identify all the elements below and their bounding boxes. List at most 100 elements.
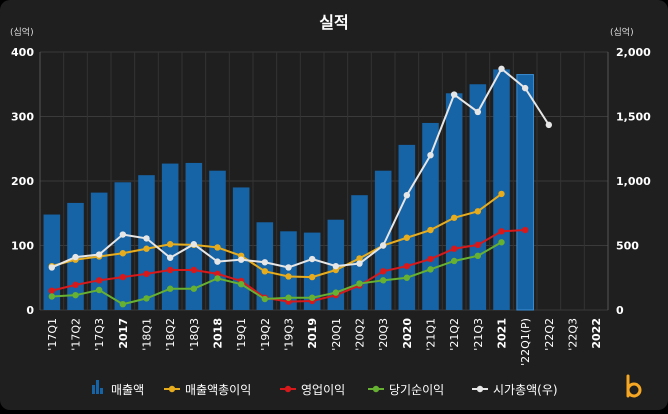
x-tick-label: '22Q1(P) <box>519 318 532 366</box>
point-시가총액(우) <box>379 242 387 249</box>
point-매출액총이익 <box>498 190 505 198</box>
point-매출액총이익 <box>403 234 411 241</box>
point-당기순이익 <box>427 266 434 273</box>
bar-매출액 <box>185 162 203 310</box>
point-매출액총이익 <box>450 214 458 221</box>
bar-매출액 <box>398 144 416 310</box>
point-시가총액(우) <box>356 260 363 267</box>
x-tick-label: 2019 <box>306 318 319 349</box>
right-tick-label: 1,500 <box>616 111 651 124</box>
legend-label: 시가총액(우) <box>493 383 558 397</box>
point-당기순이익 <box>95 286 103 294</box>
bar-매출액 <box>422 122 439 310</box>
point-영업이익 <box>403 262 411 270</box>
x-tick-label: 2020 <box>401 318 414 349</box>
point-매출액총이익 <box>285 273 292 280</box>
point-매출액총이익 <box>214 244 221 251</box>
point-영업이익 <box>143 270 150 278</box>
point-영업이익 <box>379 268 387 275</box>
bar-매출액 <box>114 182 132 310</box>
x-tick-label: '21Q1 <box>425 318 438 351</box>
point-당기순이익 <box>190 285 198 292</box>
legend-label: 영업이익 <box>301 383 345 397</box>
point-시가총액(우) <box>72 253 79 261</box>
chart-title: 실적 <box>319 13 348 32</box>
left-tick-label: 200 <box>11 175 34 188</box>
right-tick-label: 500 <box>616 240 639 253</box>
bar-매출액 <box>232 187 250 310</box>
point-영업이익 <box>450 245 458 252</box>
bar-매출액 <box>256 222 274 310</box>
bar-매출액 <box>161 163 179 310</box>
point-시가총액(우) <box>214 258 221 265</box>
left-tick-label: 100 <box>11 240 34 253</box>
point-당기순이익 <box>285 294 292 301</box>
point-매출액총이익 <box>308 273 316 281</box>
x-tick-label: '20Q1 <box>330 318 343 351</box>
point-영업이익 <box>119 273 127 281</box>
point-당기순이익 <box>214 275 221 282</box>
point-영업이익 <box>474 241 482 249</box>
x-tick-label: '21Q3 <box>472 318 485 351</box>
legend-label: 매출액 <box>111 383 144 397</box>
x-tick-label: '17Q2 <box>70 318 83 351</box>
point-당기순이익 <box>237 281 245 288</box>
point-당기순이익 <box>48 293 56 300</box>
point-영업이익 <box>498 228 505 235</box>
bar-매출액 <box>493 69 510 310</box>
point-시가총액(우) <box>450 91 458 98</box>
point-시가총액(우) <box>285 264 292 271</box>
left-tick-label: 400 <box>11 46 34 59</box>
x-tick-label: '22Q2 <box>543 318 556 351</box>
bar-매출액 <box>138 175 155 310</box>
x-tick-label: 2018 <box>212 318 225 349</box>
legend-swatch-dot <box>168 385 176 393</box>
x-tick-label: '20Q2 <box>354 318 367 351</box>
point-시가총액(우) <box>545 121 553 129</box>
point-시가총액(우) <box>498 65 505 72</box>
point-시가총액(우) <box>143 235 150 242</box>
legend-label: 당기순이익 <box>389 383 444 397</box>
left-tick-label: 300 <box>11 111 34 124</box>
point-당기순이익 <box>308 294 316 301</box>
bar-매출액 <box>516 74 534 311</box>
legend-swatch-dot <box>284 385 292 393</box>
x-tick-label: '19Q1 <box>235 318 248 351</box>
point-시가총액(우) <box>119 231 127 238</box>
x-tick-label: '18Q1 <box>141 318 154 351</box>
point-시가총액(우) <box>48 264 56 271</box>
point-시가총액(우) <box>403 191 411 199</box>
legend-swatch-dot <box>476 385 484 393</box>
bar-매출액 <box>303 232 321 310</box>
left-axis-unit: (십억) <box>10 26 34 38</box>
legend-swatch-dot <box>372 385 380 393</box>
right-tick-label: 2,000 <box>616 46 651 59</box>
point-시가총액(우) <box>474 108 482 116</box>
legend-swatch-bar <box>92 385 95 394</box>
point-시가총액(우) <box>332 262 340 270</box>
point-영업이익 <box>72 281 79 289</box>
bar-매출액 <box>445 93 463 310</box>
point-영업이익 <box>190 266 198 274</box>
line-시가총액(우) <box>51 67 550 269</box>
right-tick-label: 0 <box>616 304 624 317</box>
x-tick-label: '19Q3 <box>283 318 296 351</box>
x-tick-label: '22Q3 <box>567 318 580 351</box>
point-당기순이익 <box>356 280 363 287</box>
b-logo-icon <box>626 374 642 398</box>
legend-label: 매출액총이익 <box>185 383 251 397</box>
bar-매출액 <box>351 195 368 310</box>
x-tick-label: 2022 <box>590 318 603 349</box>
bar-매출액 <box>43 214 61 310</box>
point-매출액총이익 <box>119 250 127 257</box>
bar-매출액 <box>469 84 487 310</box>
bar-매출액 <box>209 170 226 310</box>
line-당기순이익 <box>51 241 502 306</box>
point-시가총액(우) <box>237 256 245 263</box>
line-매출액총이익 <box>51 193 503 279</box>
point-당기순이익 <box>143 295 150 302</box>
point-당기순이익 <box>498 239 505 246</box>
point-영업이익 <box>214 270 221 278</box>
point-당기순이익 <box>332 289 340 296</box>
